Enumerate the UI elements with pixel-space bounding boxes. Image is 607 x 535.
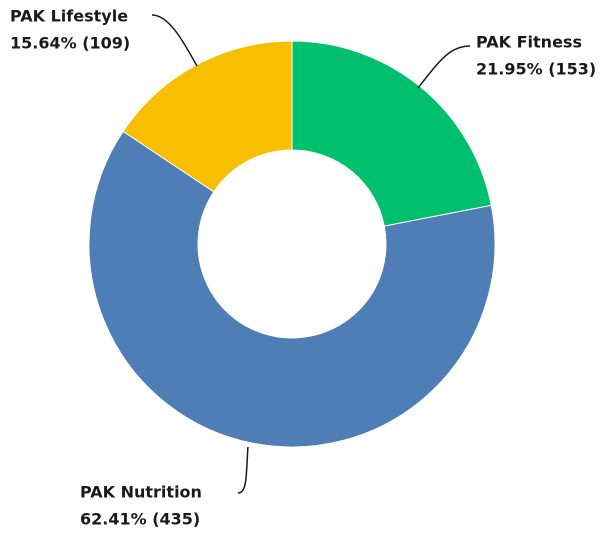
slice-value-label: 15.64% (109) [10, 34, 130, 53]
leader-line [151, 14, 198, 67]
slice-value-label: 62.41% (435) [80, 510, 200, 529]
slice-label: PAK Fitness [476, 33, 582, 52]
donut-slice [122, 40, 293, 193]
donut-slice [291, 40, 492, 227]
donut-slice [88, 130, 496, 448]
slice-value-label: 21.95% (153) [476, 60, 596, 79]
leader-line [237, 446, 249, 494]
leader-line [417, 45, 471, 89]
slice-label: PAK Lifestyle [10, 7, 128, 26]
slice-label: PAK Nutrition [80, 483, 202, 502]
